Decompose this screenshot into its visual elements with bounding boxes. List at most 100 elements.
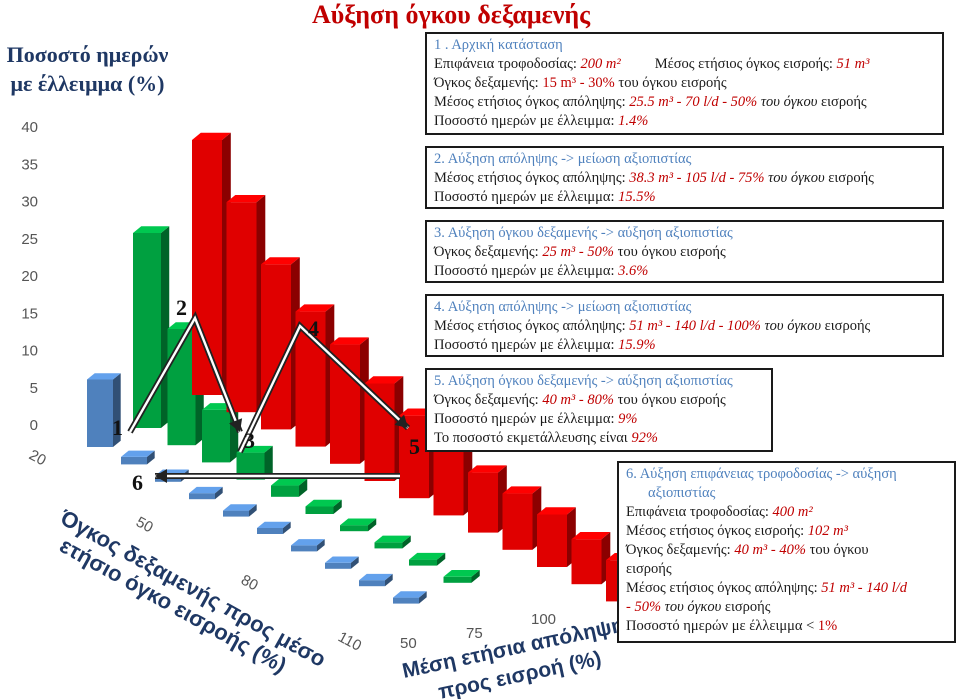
bar-front [87,379,113,447]
box5-l1a: Όγκος δεξαμενής: [434,392,543,408]
box4-l2b: 15.9% [618,337,656,353]
bar [325,556,359,569]
z-tick-label: 40 [21,119,38,136]
bar-side [249,504,257,517]
step-label-4: 4 [308,316,319,341]
box1-l1a: Επιφάνεια τροφοδοσίας: [434,56,581,72]
box1-heading: 1 . Αρχική κατάσταση [434,37,563,53]
bar-front [305,506,334,514]
info-box-3: 3. Αύξηση όγκου δεξαμενής -> αύξηση αξιο… [425,220,944,283]
bar-top [468,465,507,473]
bar-front [374,542,403,549]
bar-front [468,472,498,533]
bar-top [359,573,393,581]
bar-top [291,539,325,546]
bar-top [409,552,446,560]
z-axis: 0 5 10 15 20 25 30 35 40 [21,119,38,434]
bar-top [189,486,223,494]
bar-side [299,478,308,497]
z-axis-label: Ποσοστό ημερών με έλλειμμα (%) [6,42,169,96]
y-tick-label: 20 [26,447,49,470]
box1-l4a: Ποσοστό ημερών με έλλειμμα: [434,113,619,129]
box6-l4: εισροής [626,561,672,577]
box6-l6a: - 50% [626,599,662,615]
bar-side [402,535,411,549]
bar [271,478,308,497]
bar-top [295,304,335,312]
box6-l7b: 1% [817,618,838,634]
bar [226,195,266,413]
box6-l3b: 40 m³ - 40% [734,542,806,558]
bar-side [419,591,427,604]
arrow-3-5-head [394,414,408,428]
box1-l2b: 15 m³ - 30% [542,75,615,91]
bar [359,573,393,587]
bar [374,535,411,549]
box5-l1c: του όγκου εισροής [613,392,726,408]
info-box-1: 1 . Αρχική κατάσταση Επιφάνεια τροφοδοσί… [425,32,944,135]
bar-top [502,486,542,494]
box4-l1b: 51 m³ - 140 l/d - 100% [629,318,761,334]
chart-title: Αύξηση όγκου δεξαμενής [312,0,591,29]
box5-l2b: 9% [618,411,638,427]
box5-l1b: 40 m³ - 80% [542,392,614,408]
bar-top [571,532,611,540]
x-tick-label: 50 [400,635,417,652]
bar [409,552,446,566]
y-axis-label-line2: ετήσιο όγκο εισροής (%) [56,533,291,679]
step-label-6: 6 [132,470,143,495]
bar-side [333,499,342,514]
box6-l2a: Μέσος ετήσιος όγκος εισροής: [626,523,808,539]
bar-front [133,233,161,428]
box3-l2b: 3.6% [618,263,649,279]
bar-side [368,518,377,532]
y-tick-label: 50 [133,514,156,537]
step-label-2: 2 [176,295,187,320]
box4-l2a: Ποσοστό ημερών με έλλειμμα: [434,337,619,353]
step-label-5: 5 [409,434,420,459]
z-tick-label: 10 [21,343,38,360]
bar-top [223,504,257,511]
bar-top [226,195,266,203]
bar [87,373,121,447]
box1-l1b: 200 m² [580,56,621,72]
path-arrows [127,311,411,483]
bar [443,570,480,583]
box3-l1c: του όγκου εισροής [613,244,726,260]
y-tick-label: 80 [238,572,261,595]
bar-side [113,373,121,447]
box5-l3a: Το ποσοστό εκμετάλλευσης είναι [434,430,632,446]
box5-l3b: 92% [631,430,658,446]
arrow-5-6-head [155,469,167,483]
bar-front [167,328,196,446]
bar-top [325,556,359,563]
bar-top [271,478,308,486]
box6-l3a: Όγκος δεξαμενής: [626,542,735,558]
box2-l1a: Μέσος ετήσιος όγκος απόληψης: [434,170,630,186]
bar-top [537,507,576,515]
y-axis-label-line1: Όγκος δεξαμενής προς μέσο [55,504,331,672]
bar-front [291,545,317,552]
box1-l4b: 1.4% [618,113,649,129]
info-box-5: 5. Αύξηση όγκου δεξαμενής -> αύξηση αξιο… [425,368,773,452]
bar-side [283,521,291,534]
bar-side [351,556,359,569]
bar [468,465,507,533]
box1-l3b: 25.5 m³ - 70 l/d - 50% [629,94,758,110]
bar-side [215,486,223,500]
z-tick-label: 30 [21,194,38,211]
box2-heading: 2. Αύξηση απόληψης -> μείωση αξιοπιστίας [434,151,692,167]
info-box-4: 4. Αύξηση απόληψης -> μείωση αξιοπιστίας… [425,294,944,357]
bar-side [264,445,273,480]
bar [133,226,170,428]
y-tick-label: 110 [335,629,364,655]
info-box-2: 2. Αύξηση απόληψης -> μείωση αξιοπιστίας… [425,146,944,209]
box1-l3c: του όγκου [757,94,818,110]
bar-top [393,591,427,598]
box4-l1d: εισροής [821,318,871,334]
box5-l2a: Ποσοστό ημερών με έλλειμμα: [434,411,619,427]
bar-side [147,450,155,465]
box1-l3a: Μέσος ετήσιος όγκος απόληψης: [434,94,630,110]
bar [305,499,342,514]
